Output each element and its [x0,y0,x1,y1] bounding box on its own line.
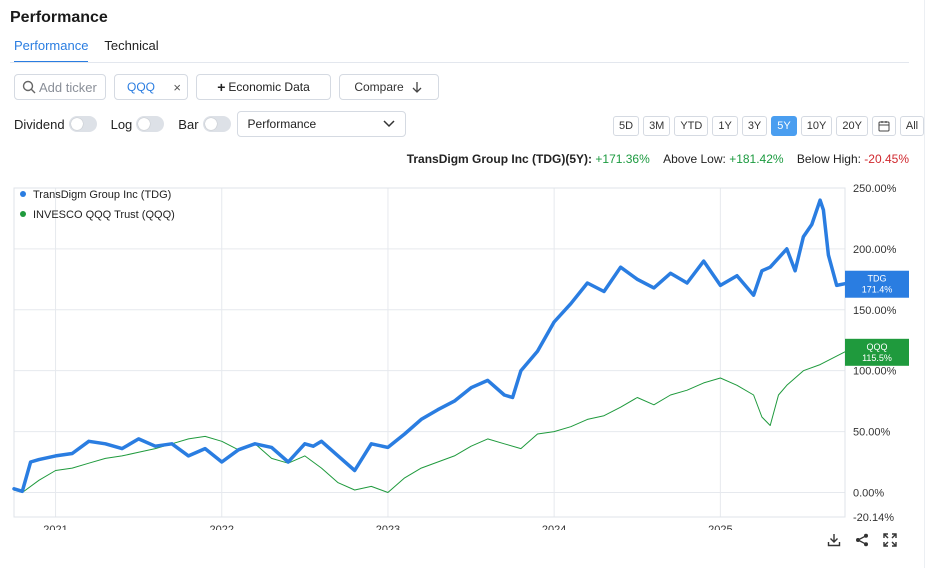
toggle-knob [138,118,151,130]
series-line-qqq [13,351,846,493]
chart-mode-select[interactable]: Performance [236,111,406,137]
above-low-label: Above Low: [663,152,726,166]
range-10y-button[interactable]: 10Y [800,116,833,136]
y-tick-label: 100.00% [853,366,897,378]
plus-icon: + [217,79,226,95]
log-toggle-group: Log [111,116,165,132]
bar-toggle-group: Bar [178,116,231,132]
summary-change: +171.36% [595,152,650,166]
close-icon[interactable]: × [173,79,181,95]
x-tick-label: 2025 [708,524,732,530]
chart-mode-value: Performance [247,117,317,131]
badge-value: 115.5% [862,353,892,363]
ticker-chip-qqq[interactable]: QQQ × [114,74,188,100]
chart-options: Dividend Log Bar Performance [14,111,406,137]
legend-marker [20,191,26,197]
below-high-value: -20.45% [864,152,909,166]
performance-chart[interactable]: 250.00% 200.00% 150.00% 100.00% 50.00% 0.00% -… [0,180,926,530]
y-tick-label: 200.00% [853,244,897,256]
x-tick-label: 2021 [43,524,67,530]
toggle-knob [204,118,217,130]
series-line-tdg [12,198,847,494]
badge-value: 171.4% [862,285,893,295]
ticker-chip-label: QQQ [127,80,156,94]
y-tick-label: 50.00% [853,427,891,439]
arrow-down-icon [412,82,422,93]
add-ticker-input[interactable]: Add ticker [14,74,106,100]
log-toggle[interactable] [136,116,165,132]
range-selector: 5D 3M YTD 1Y 3Y 5Y 10Y 20Y All [613,116,925,136]
below-high-label: Below High: [796,152,861,166]
range-20y-button[interactable]: 20Y [836,116,868,136]
tab-divider [10,62,909,63]
series-value-badge [845,338,909,366]
badge-ticker: QQQ [866,342,887,352]
tab-bar: Performance Technical [14,38,159,63]
summary-name: TransDigm Group Inc (TDG)(5Y): [406,152,593,166]
range-5d-button[interactable]: 5D [613,116,640,136]
dividend-toggle-group: Dividend [14,116,97,132]
expand-icon [883,533,897,547]
x-tick-label: 2023 [376,524,400,530]
page-title: Performance [10,9,108,26]
economic-data-label: Economic Data [228,80,310,94]
y-tick-label: -20.14% [853,512,894,524]
series-value-badge [845,270,909,298]
bar-label: Bar [178,116,199,132]
ticker-toolbar: Add ticker QQQ × + Economic Data Compare [14,74,439,100]
range-5y-button[interactable]: 5Y [771,116,797,136]
bar-toggle[interactable] [202,116,231,132]
toggle-knob [70,118,83,130]
x-tick-label: 2024 [542,524,566,530]
economic-data-button[interactable]: + Economic Data [196,74,331,100]
range-3y-button[interactable]: 3Y [741,116,768,136]
legend-marker [20,211,26,217]
compare-label: Compare [354,80,404,94]
legend-label: TransDigm Group Inc (TDG) [33,189,171,201]
fullscreen-button[interactable] [882,532,898,548]
above-low-value: +181.42% [729,152,784,166]
range-1y-button[interactable]: 1Y [712,116,738,136]
compare-button[interactable]: Compare [339,74,439,100]
add-ticker-placeholder: Add ticker [39,79,97,95]
y-tick-label: 150.00% [853,305,897,317]
badge-ticker: TDG [868,274,887,284]
y-tick-label: 250.00% [853,183,897,195]
tab-technical[interactable]: Technical [104,38,159,53]
share-icon [856,533,868,547]
search-icon [22,80,36,94]
log-label: Log [110,116,133,132]
dividend-toggle[interactable] [68,116,97,132]
dividend-label: Dividend [14,116,65,132]
share-button[interactable] [854,532,870,548]
range-3m-button[interactable]: 3M [643,116,671,136]
download-icon [827,534,841,547]
chevron-down-icon [383,120,395,128]
calendar-icon [878,121,890,132]
tab-performance[interactable]: Performance [14,38,89,63]
x-tick-label: 2022 [210,524,234,530]
range-all-button[interactable]: All [899,116,925,136]
y-tick-label: 0.00% [853,487,884,499]
range-ytd-button[interactable]: YTD [674,116,709,136]
panel-border [924,0,925,568]
legend-label: INVESCO QQQ Trust (QQQ) [33,209,175,221]
performance-summary: TransDigm Group Inc (TDG)(5Y): +171.36% … [407,152,909,166]
download-button[interactable] [826,532,842,548]
calendar-button[interactable] [871,116,896,136]
chart-tools [826,532,898,548]
